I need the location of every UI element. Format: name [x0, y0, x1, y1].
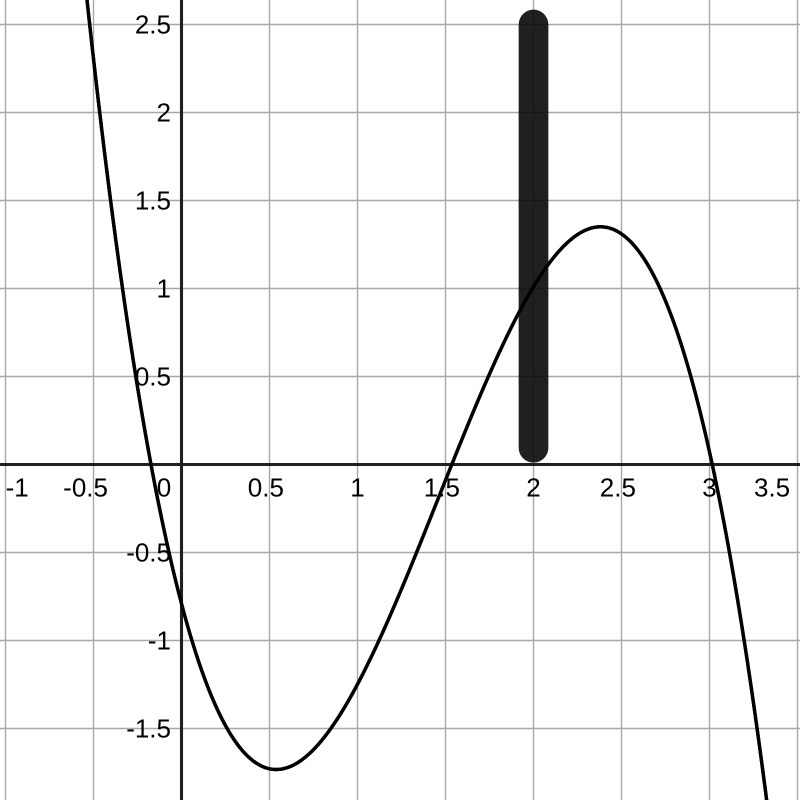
- svg-text:-1: -1: [148, 625, 171, 655]
- svg-text:0.5: 0.5: [248, 473, 284, 503]
- svg-text:1.5: 1.5: [424, 473, 460, 503]
- svg-text:2.5: 2.5: [135, 9, 171, 39]
- svg-text:-1.5: -1.5: [126, 713, 171, 743]
- svg-text:2.5: 2.5: [600, 473, 636, 503]
- svg-text:0: 0: [157, 473, 171, 503]
- svg-text:-0.5: -0.5: [63, 473, 108, 503]
- svg-text:1: 1: [350, 473, 364, 503]
- svg-text:1: 1: [157, 273, 171, 303]
- svg-text:0.5: 0.5: [135, 361, 171, 391]
- svg-text:3.5: 3.5: [754, 473, 790, 503]
- svg-text:1.5: 1.5: [135, 185, 171, 215]
- svg-text:2: 2: [157, 97, 171, 127]
- svg-text:-0.5: -0.5: [126, 537, 171, 567]
- svg-text:2: 2: [526, 473, 540, 503]
- svg-text:3: 3: [702, 473, 716, 503]
- svg-text:-1: -1: [6, 473, 29, 503]
